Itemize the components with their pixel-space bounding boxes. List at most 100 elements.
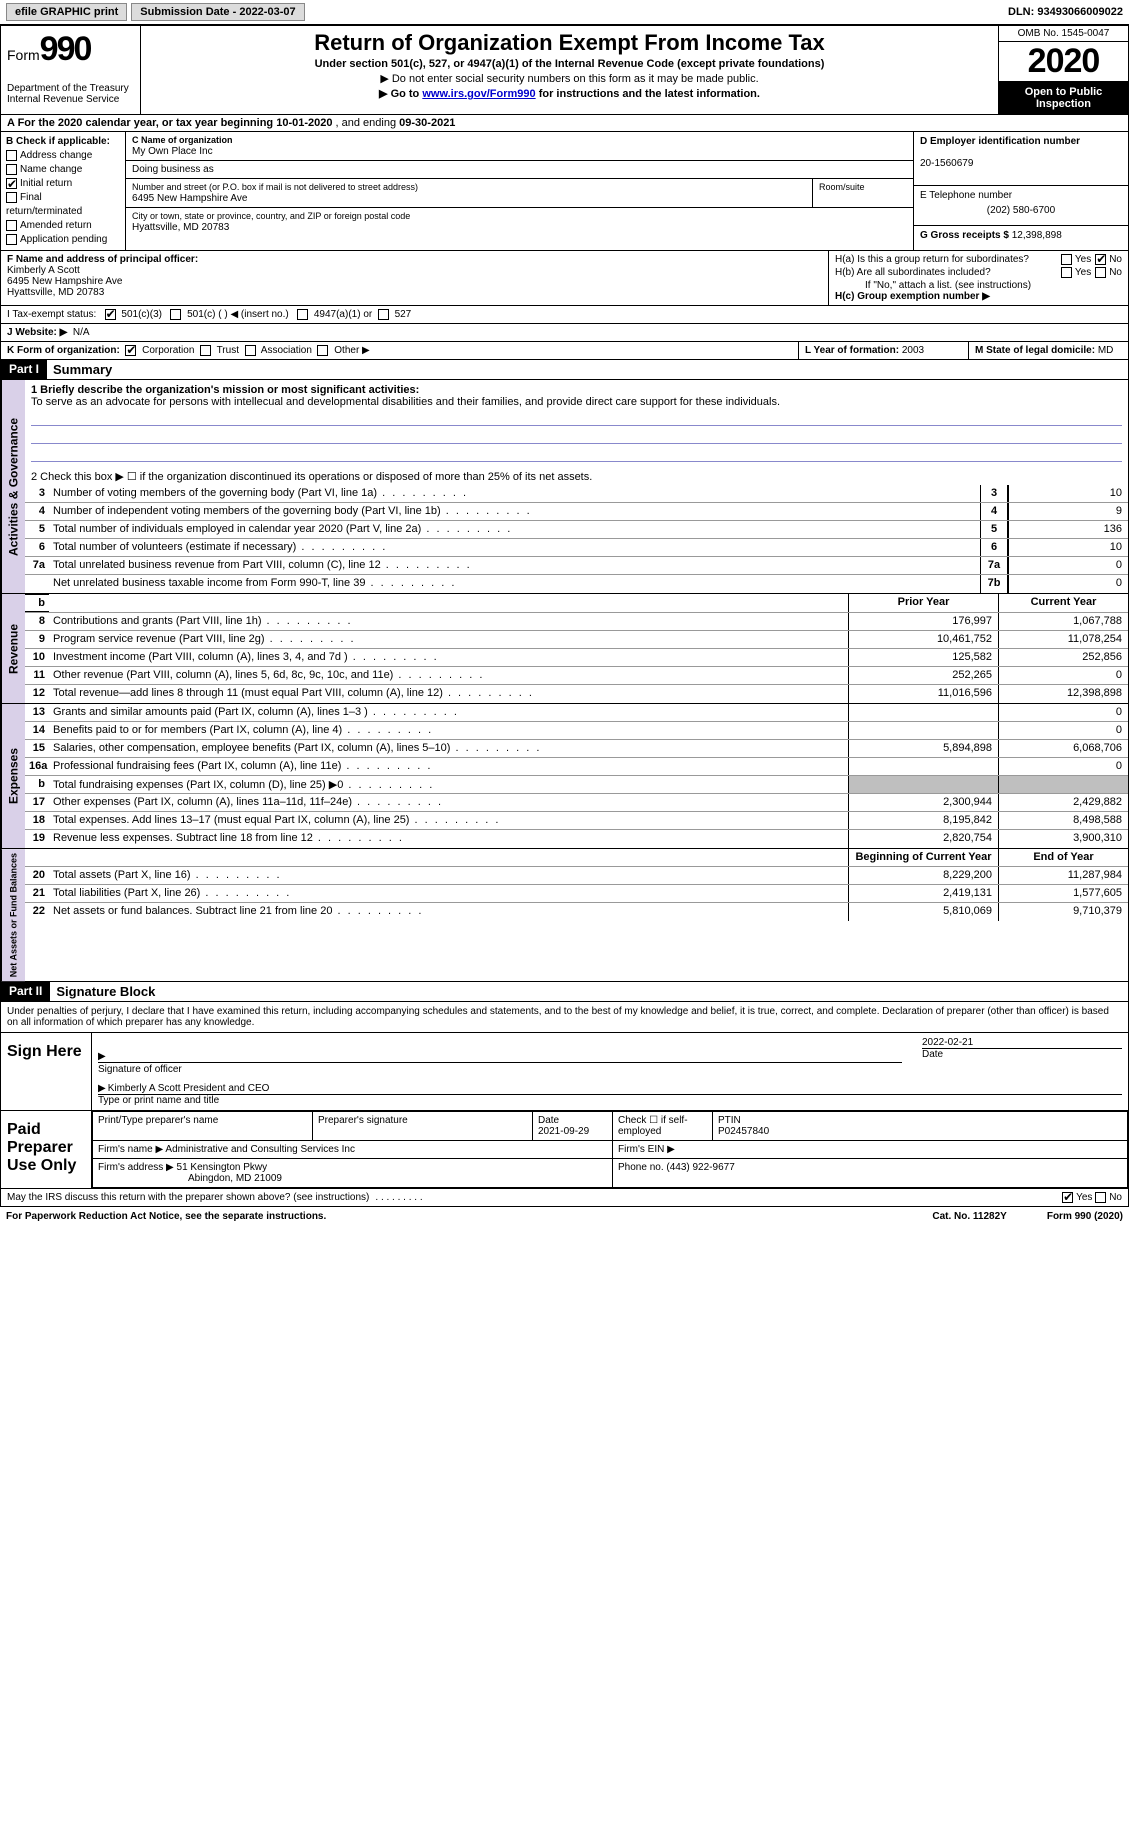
form-footer: Form 990 (2020) [1047, 1211, 1123, 1222]
form-id-box: Form990 Department of the Treasury Inter… [1, 26, 141, 114]
vtab-net-assets: Net Assets or Fund Balances [1, 849, 25, 981]
revenue-section: Revenue b Prior Year Current Year 8 Cont… [0, 594, 1129, 704]
table-row: Net unrelated business taxable income fr… [25, 575, 1128, 593]
tax-exempt-status: I Tax-exempt status: 501(c)(3) 501(c) ( … [0, 306, 1129, 324]
net-assets-section: Net Assets or Fund Balances Beginning of… [0, 849, 1129, 982]
date-label: Date [922, 1048, 1122, 1060]
net-header-row: Beginning of Current Year End of Year [25, 849, 1128, 867]
signature-of-officer-label: Signature of officer [98, 1064, 182, 1075]
org-name-label: C Name of organization [132, 135, 233, 145]
part2-tag: Part II [1, 982, 50, 1001]
vtab-expenses: Expenses [1, 704, 25, 848]
cb-address-change[interactable] [6, 150, 17, 161]
cb-application-pending[interactable] [6, 234, 17, 245]
cb-name-change[interactable] [6, 164, 17, 175]
table-row: 22 Net assets or fund balances. Subtract… [25, 903, 1128, 921]
cb-initial-return[interactable] [6, 178, 17, 189]
submission-date-label: Submission Date - [140, 6, 239, 18]
mission-blank-line [31, 410, 1122, 426]
table-row: 4 Number of independent voting members o… [25, 503, 1128, 521]
city-label: City or town, state or province, country… [132, 211, 410, 221]
discuss-no[interactable] [1095, 1192, 1106, 1203]
ein-value: 20-1560679 [920, 158, 973, 169]
paid-preparer-label: Paid Preparer Use Only [1, 1111, 91, 1188]
part1-title: Summary [47, 360, 118, 379]
omb-number: OMB No. 1545-0047 [999, 26, 1128, 42]
website-line: J Website: ▶ N/A [0, 324, 1129, 342]
dln: DLN: 93493066009022 [1008, 6, 1123, 18]
cb-corp[interactable] [125, 345, 136, 356]
part1-bar: Part I Summary [0, 360, 1129, 380]
preparer-table: Print/Type preparer's name Preparer's si… [92, 1111, 1128, 1188]
org-name: My Own Place Inc [132, 146, 213, 157]
col-d-ein-phone: D Employer identification number 20-1560… [913, 132, 1128, 250]
discuss-yes[interactable] [1062, 1192, 1073, 1203]
ein-label: D Employer identification number [920, 136, 1080, 147]
ssn-warning: ▶ Do not enter social security numbers o… [147, 72, 992, 85]
ha-no[interactable] [1095, 254, 1106, 265]
header-center: Return of Organization Exempt From Incom… [141, 26, 998, 114]
cb-501c3[interactable] [105, 309, 116, 320]
header-right: OMB No. 1545-0047 2020 Open to Public In… [998, 26, 1128, 114]
hb-no[interactable] [1095, 267, 1106, 278]
phone-value: (202) 580-6700 [920, 205, 1122, 216]
dept-treasury: Department of the Treasury [7, 83, 134, 94]
vtab-revenue: Revenue [1, 594, 25, 703]
gross-receipts: 12,398,898 [1012, 230, 1062, 241]
table-row: 7a Total unrelated business revenue from… [25, 557, 1128, 575]
col-b-checkboxes: B Check if applicable: Address change Na… [1, 132, 126, 250]
mission-blank-line [31, 446, 1122, 462]
part2-bar: Part II Signature Block [0, 982, 1129, 1002]
principal-officer: F Name and address of principal officer:… [1, 251, 828, 305]
table-row: b Total fundraising expenses (Part IX, c… [25, 776, 1128, 794]
table-row: 17 Other expenses (Part IX, column (A), … [25, 794, 1128, 812]
officer-name-title: Kimberly A Scott President and CEO [98, 1083, 1122, 1095]
hb-yes[interactable] [1061, 267, 1072, 278]
phone-label: E Telephone number [920, 190, 1012, 201]
cb-other[interactable] [317, 345, 328, 356]
tax-year-line: A For the 2020 calendar year, or tax yea… [0, 115, 1129, 132]
table-row: 8 Contributions and grants (Part VIII, l… [25, 613, 1128, 631]
cat-no: Cat. No. 11282Y [932, 1211, 1006, 1222]
cb-assoc[interactable] [245, 345, 256, 356]
paperwork-notice: For Paperwork Reduction Act Notice, see … [6, 1211, 326, 1222]
bottom-line: For Paperwork Reduction Act Notice, see … [0, 1207, 1129, 1226]
ha-yes[interactable] [1061, 254, 1072, 265]
street-address: 6495 New Hampshire Ave [132, 193, 247, 204]
city-state-zip: Hyattsville, MD 20783 [132, 222, 229, 233]
form-number: 990 [40, 30, 91, 68]
goto-note: ▶ Go to www.irs.gov/Form990 for instruct… [147, 87, 992, 100]
table-row: 6 Total number of volunteers (estimate i… [25, 539, 1128, 557]
table-row: 3 Number of voting members of the govern… [25, 485, 1128, 503]
table-row: 12 Total revenue—add lines 8 through 11 … [25, 685, 1128, 703]
open-to-public: Open to Public Inspection [999, 82, 1128, 114]
form990-link[interactable]: www.irs.gov/Form990 [422, 88, 535, 100]
signature-line [98, 1039, 902, 1063]
mission-blank-line [31, 428, 1122, 444]
mission-label: 1 Briefly describe the organization's mi… [31, 384, 419, 396]
efile-print-button[interactable]: efile GRAPHIC print [6, 3, 127, 21]
sign-here-block: Sign Here Signature of officer 2022-02-2… [0, 1033, 1129, 1111]
cb-amended-return[interactable] [6, 220, 17, 231]
col-c-org-info: C Name of organization My Own Place Inc … [126, 132, 913, 250]
cb-4947[interactable] [297, 309, 308, 320]
irs-label: Internal Revenue Service [7, 94, 134, 105]
table-row: 9 Program service revenue (Part VIII, li… [25, 631, 1128, 649]
entity-block: B Check if applicable: Address change Na… [0, 132, 1129, 251]
table-row: 16a Professional fundraising fees (Part … [25, 758, 1128, 776]
cb-final-return[interactable] [6, 192, 17, 203]
table-row: 15 Salaries, other compensation, employe… [25, 740, 1128, 758]
org-form-line: K Form of organization: Corporation Trus… [0, 342, 1129, 360]
perjury-declaration: Under penalties of perjury, I declare th… [0, 1002, 1129, 1033]
table-row: 10 Investment income (Part VIII, column … [25, 649, 1128, 667]
mission-text: To serve as an advocate for persons with… [31, 396, 780, 408]
table-row: 18 Total expenses. Add lines 13–17 (must… [25, 812, 1128, 830]
return-subtitle: Under section 501(c), 527, or 4947(a)(1)… [147, 58, 992, 70]
cb-trust[interactable] [200, 345, 211, 356]
addr-label: Number and street (or P.O. box if mail i… [132, 182, 418, 192]
cb-501c[interactable] [170, 309, 181, 320]
table-row: 14 Benefits paid to or for members (Part… [25, 722, 1128, 740]
table-row: 5 Total number of individuals employed i… [25, 521, 1128, 539]
return-title: Return of Organization Exempt From Incom… [147, 30, 992, 56]
cb-527[interactable] [378, 309, 389, 320]
